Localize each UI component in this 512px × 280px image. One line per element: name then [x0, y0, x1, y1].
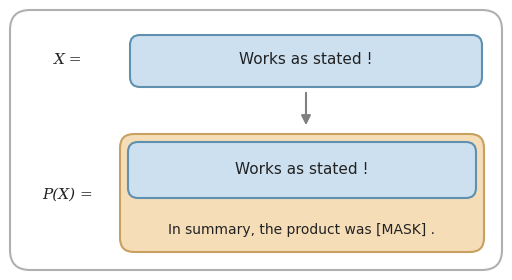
Text: Works as stated !: Works as stated ! — [239, 53, 373, 67]
Text: Works as stated !: Works as stated ! — [235, 162, 369, 178]
FancyBboxPatch shape — [128, 142, 476, 198]
FancyBboxPatch shape — [130, 35, 482, 87]
FancyBboxPatch shape — [10, 10, 502, 270]
Text: P(X) =: P(X) = — [42, 188, 93, 202]
Text: In summary, the product was [MASK] .: In summary, the product was [MASK] . — [168, 223, 436, 237]
FancyBboxPatch shape — [120, 134, 484, 252]
Text: X =: X = — [54, 53, 82, 67]
